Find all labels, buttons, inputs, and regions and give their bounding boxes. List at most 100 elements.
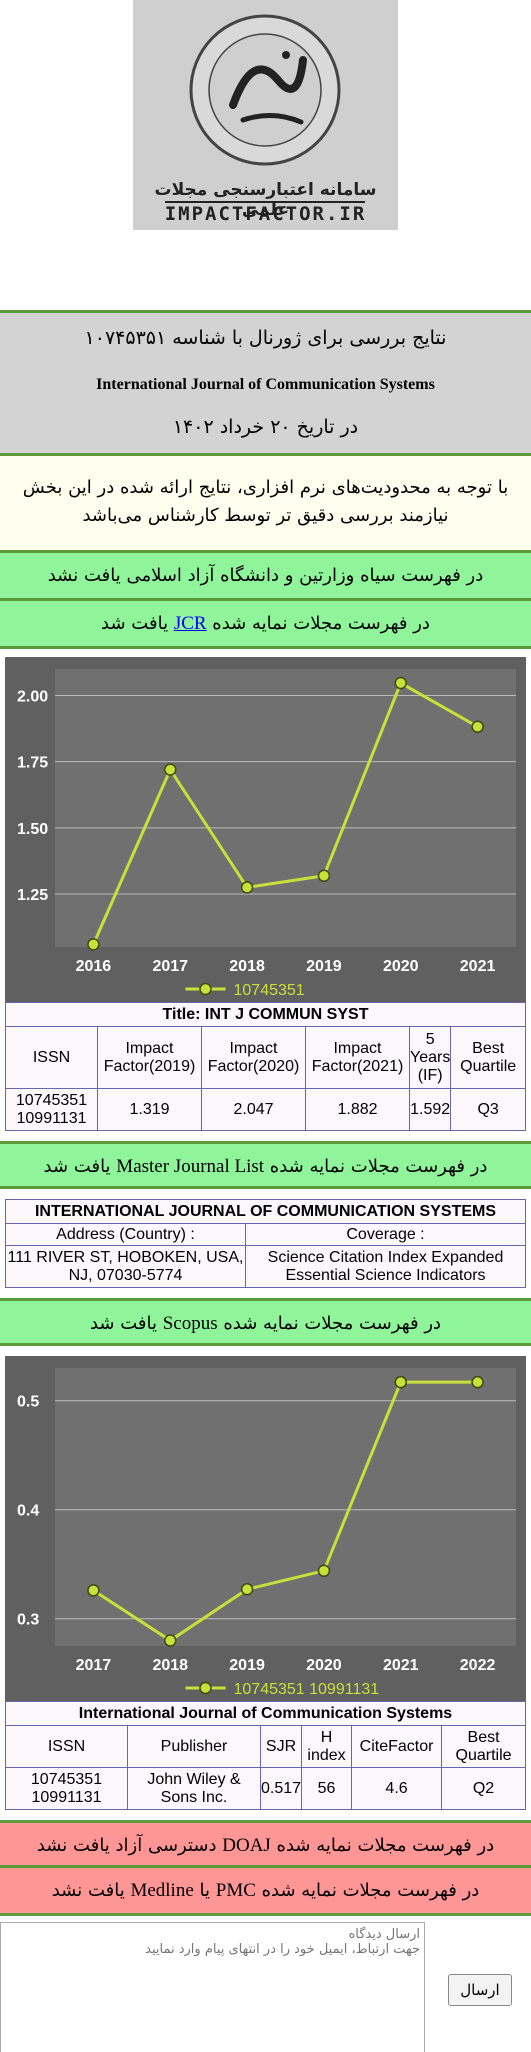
- pmc-banner-name: PMC: [215, 1880, 256, 1901]
- mjl-coverage-label: Coverage :: [245, 1223, 526, 1246]
- data-point: [317, 1564, 331, 1578]
- mjl-table: INTERNATIONAL JOURNAL OF COMMUNICATION S…: [5, 1199, 526, 1288]
- scopus-chart-svg: 0.3 0.4 0.5 2017 2018 2019 2020 2021 2022 1074535…: [5, 1356, 526, 1701]
- legend-label: 10745351 10991131: [234, 1681, 380, 1698]
- scopus-banner: در فهرست مجلات نمایه شده Scopus یافت شد: [0, 1298, 531, 1346]
- journal-name: International Journal of Communication S…: [96, 376, 435, 393]
- jcr-table-title: Title: INT J COMMUN SYST: [5, 1002, 526, 1027]
- brand-persian: سامانه اعتبارسنجی مجلات علمی: [154, 180, 377, 220]
- mjl-banner-post: یافت شد: [43, 1156, 111, 1177]
- logo-stamp-icon: [189, 14, 341, 166]
- mjl-banner-name: Master Journal List: [116, 1156, 265, 1177]
- jcr-cell-if2020: 2.047: [201, 1088, 306, 1131]
- x-tick-label: 2020: [383, 958, 419, 975]
- jcr-header-if2020: Impact Factor(2020): [201, 1026, 306, 1089]
- scopus-banner-post: یافت شد: [89, 1313, 157, 1334]
- data-point: [240, 1583, 254, 1596]
- data-point: [240, 881, 254, 894]
- scopus-header-hindex: H index: [301, 1725, 353, 1768]
- scopus-table: International Journal of Communication S…: [5, 1701, 526, 1810]
- mjl-table-title: INTERNATIONAL JOURNAL OF COMMUNICATION S…: [5, 1199, 526, 1224]
- disclaimer-notice: با توجه به محدودیت‌های نرم افزاری، نتایج…: [0, 456, 531, 553]
- y-tick-label: 0.4: [17, 1503, 39, 1520]
- data-point: [471, 1375, 484, 1389]
- series-line: [92, 1380, 478, 1643]
- jcr-cell-if5: 1.592: [408, 1088, 452, 1131]
- jcr-cell-quartile: Q3: [450, 1088, 526, 1131]
- scopus-cell-sjr: 0.517: [259, 1767, 303, 1810]
- x-tick-label: 2019: [306, 958, 342, 975]
- jcr-table: Title: INT J COMMUN SYST ISSN Impact Fac…: [5, 1002, 526, 1131]
- legend-marker: [199, 1681, 212, 1695]
- comment-input[interactable]: [0, 1922, 425, 2052]
- jcr-banner-post: یافت شد: [101, 613, 169, 634]
- jcr-cell-if2019: 1.319: [97, 1088, 202, 1131]
- pmc-banner-name2: Medline: [130, 1880, 194, 1901]
- logo-area: سامانه اعتبارسنجی مجلات علمی IMPACTFACTO…: [0, 0, 531, 230]
- data-point: [164, 1634, 177, 1647]
- mjl-coverage-1: Science Citation Index Expanded: [267, 1248, 504, 1266]
- mjl-address-label: Address (Country) :: [5, 1223, 246, 1246]
- x-tick-label: 2018: [229, 958, 265, 975]
- y-tick-label: 1.50: [17, 821, 48, 838]
- report-title: نتایج بررسی برای ژورنال با شناسه ۱۰۷۴۵۳۵…: [84, 327, 447, 349]
- doaj-banner: در فهرست مجلات نمایه شده DOAJ دسترسی آزا…: [0, 1820, 531, 1868]
- blacklist-banner: در فهرست سیاه وزارتین و دانشگاه آزاد اسل…: [0, 553, 531, 601]
- x-tick-label: 2022: [460, 1657, 496, 1674]
- jcr-cell-if2021: 1.882: [305, 1088, 410, 1131]
- jcr-cell-issn: 10745351 10991131: [5, 1088, 98, 1131]
- y-tick-label: 2.00: [17, 688, 48, 705]
- brand-divider: [165, 201, 365, 203]
- x-tick-label: 2019: [229, 1657, 265, 1674]
- jcr-header-quartile: Best Quartile: [450, 1026, 526, 1089]
- mjl-coverage-2: Essential Science Indicators: [285, 1266, 486, 1284]
- jcr-header-if5: 5 Years (IF): [408, 1026, 452, 1089]
- legend-marker: [199, 982, 212, 996]
- data-point: [87, 938, 100, 951]
- mjl-banner-pre: در فهرست مجلات نمایه شده: [269, 1156, 488, 1177]
- scopus-chart: 0.3 0.4 0.5 2017 2018 2019 2020 2021 2022 1074535…: [5, 1356, 526, 1701]
- jcr-banner-pre: در فهرست مجلات نمایه شده: [212, 613, 430, 634]
- jcr-link[interactable]: JCR: [173, 613, 207, 634]
- mjl-coverage: Science Citation Index Expanded Essentia…: [245, 1245, 526, 1288]
- data-point: [87, 1584, 100, 1597]
- spacer: [0, 230, 531, 310]
- x-tick-label: 2017: [152, 958, 188, 975]
- y-tick-label: 1.25: [17, 887, 48, 904]
- doaj-banner-post: دسترسی آزاد یافت نشد: [36, 1835, 217, 1856]
- jcr-banner: در فهرست مجلات نمایه شده JCR یافت شد: [0, 601, 531, 649]
- y-tick-label: 0.3: [17, 1612, 39, 1629]
- doaj-banner-pre: در فهرست مجلات نمایه شده: [276, 1835, 495, 1856]
- scopus-banner-name: Scopus: [162, 1313, 218, 1334]
- scopus-cell-hindex: 56: [301, 1767, 353, 1810]
- report-date: در تاریخ ۲۰ خرداد ۱۴۰۲: [172, 416, 359, 438]
- site-logo[interactable]: سامانه اعتبارسنجی مجلات علمی IMPACTFACTO…: [133, 0, 398, 230]
- x-tick-label: 2017: [76, 1657, 112, 1674]
- scopus-banner-pre: در فهرست مجلات نمایه شده: [223, 1313, 442, 1334]
- jcr-chart: 1.25 1.50 1.75 2.00 2016 2017 2018 2019 2020 2021…: [5, 657, 526, 1002]
- report-header: نتایج بررسی برای ژورنال با شناسه ۱۰۷۴۵۳۵…: [0, 310, 531, 456]
- scopus-header-sjr: SJR: [259, 1725, 303, 1768]
- comment-form: ارسال: [0, 1916, 531, 2052]
- pmc-banner-post: یافت نشد: [51, 1880, 125, 1901]
- x-tick-label: 2021: [460, 958, 496, 975]
- x-tick-label: 2018: [152, 1657, 188, 1674]
- data-point: [317, 869, 331, 883]
- series-line: [92, 680, 479, 945]
- mjl-banner: در فهرست مجلات نمایه شده Master Journal …: [0, 1141, 531, 1189]
- scopus-header-publisher: Publisher: [127, 1725, 261, 1768]
- legend-label: 10745351: [234, 982, 305, 999]
- scopus-header-citefactor: CiteFactor: [351, 1725, 443, 1768]
- scopus-cell-citefactor: 4.6: [351, 1767, 443, 1810]
- submit-button[interactable]: ارسال: [448, 1974, 512, 2006]
- pmc-banner-pre: در فهرست مجلات نمایه شده: [261, 1880, 480, 1901]
- jcr-header-if2019: Impact Factor(2019): [97, 1026, 202, 1089]
- scopus-header-issn: ISSN: [5, 1725, 128, 1768]
- jcr-chart-svg: 1.25 1.50 1.75 2.00 2016 2017 2018 2019 2020 2021…: [5, 657, 526, 1002]
- pmc-banner: در فهرست مجلات نمایه شده PMC یا Medline …: [0, 1868, 531, 1916]
- mjl-address: 111 RIVER ST, HOBOKEN, USA, NJ, 07030-57…: [5, 1245, 246, 1288]
- jcr-header-issn: ISSN: [5, 1026, 98, 1089]
- x-tick-label: 2021: [383, 1657, 419, 1674]
- scopus-table-title: International Journal of Communication S…: [5, 1701, 526, 1726]
- data-point: [164, 763, 177, 776]
